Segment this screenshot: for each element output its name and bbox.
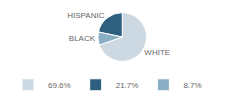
- svg-text:8.7%: 8.7%: [183, 81, 201, 90]
- svg-text:WHITE: WHITE: [144, 48, 170, 57]
- svg-text:69.6%: 69.6%: [48, 81, 71, 90]
- svg-text:HISPANIC: HISPANIC: [67, 11, 104, 20]
- svg-text:21.7%: 21.7%: [116, 81, 139, 90]
- svg-text:BLACK: BLACK: [69, 34, 96, 43]
